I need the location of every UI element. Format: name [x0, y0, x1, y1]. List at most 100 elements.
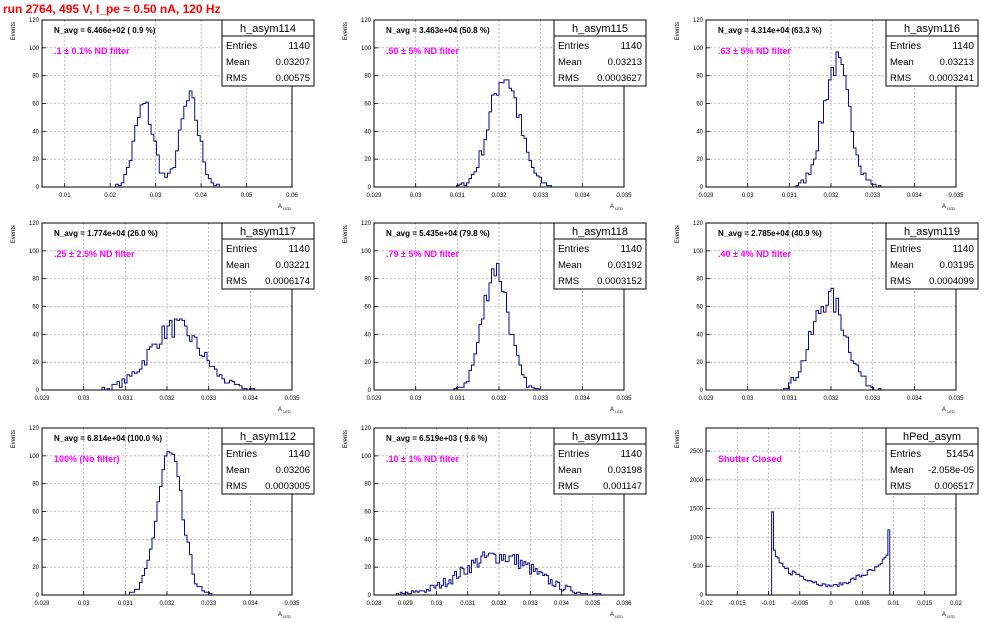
stats-key: Entries	[226, 244, 257, 255]
y-tick-label: 20	[32, 565, 39, 571]
filter-label: .79 ± 5% ND filter	[386, 249, 459, 259]
y-tick-label: 0	[368, 593, 372, 599]
stats-box	[221, 238, 315, 290]
x-tick-label: -0.015	[729, 601, 747, 607]
stats-value: 1140	[620, 244, 642, 255]
y-tick-label: 80	[696, 74, 703, 80]
filter-label: .1 ± 0.1% ND filter	[54, 46, 130, 56]
stats-key: RMS	[890, 73, 911, 84]
x-axis-label: A	[278, 204, 282, 210]
x-tick-label: 0.032	[491, 193, 507, 199]
stats-value: 1140	[952, 41, 974, 52]
x-tick-label: 0.035	[948, 396, 964, 402]
x-tick-label: 0.033	[201, 396, 217, 402]
stats-key: RMS	[226, 481, 247, 492]
stats-box	[553, 35, 647, 87]
x-tick-label: 0.04	[195, 193, 207, 199]
stats-key: Mean	[890, 465, 914, 476]
x-axis-label: A	[610, 204, 614, 210]
x-tick-label: 0	[829, 601, 833, 607]
x-tick-label: 0.03	[150, 193, 162, 199]
histogram-name: h_asym116	[904, 23, 960, 35]
y-tick-label: 0	[368, 185, 372, 191]
stats-key: RMS	[226, 73, 247, 84]
histogram-panel-h_asym116: 0.029 0.03 0.031 0.032 0.033 0.034 0.035 0 20 40 6…	[675, 18, 979, 211]
stats-value: 0.0004099	[929, 276, 974, 287]
histogram-name: h_asym115	[572, 23, 628, 35]
filter-label: .25 ± 2.5% ND filter	[54, 249, 135, 259]
stats-value: 0.03206	[276, 465, 310, 476]
y-axis-label: Events	[675, 22, 681, 40]
x-tick-label: 0.031	[118, 601, 134, 607]
x-tick-label: 0.02	[104, 193, 116, 199]
stats-key: Entries	[890, 244, 921, 255]
y-tick-label: 40	[32, 129, 39, 135]
y-tick-label: 60	[696, 305, 703, 311]
y-tick-label: 120	[361, 18, 372, 24]
stats-value: 0.001147	[603, 481, 642, 492]
histogram-panel-h_asym113: 0.028 0.029 0.03 0.031 0.032 0.033 0.034 0.035 0…	[343, 426, 647, 619]
stats-value: 0.0003152	[597, 276, 642, 287]
y-tick-label: 2500	[690, 449, 704, 455]
x-tick-label: 0.031	[782, 396, 798, 402]
x-tick-label: 0.033	[201, 601, 217, 607]
y-tick-label: 20	[696, 360, 703, 366]
filter-label: 100% (No filter)	[54, 454, 120, 464]
stats-key: Entries	[558, 41, 589, 52]
x-tick-label: 0.029	[34, 396, 50, 402]
histogram-panel-h_asym114: 0.01 0.02 0.03 0.04 0.05 0.06 0 20 40 60 80 100 120 E…	[11, 18, 315, 211]
stats-box	[885, 443, 979, 495]
y-axis-label: Events	[343, 225, 349, 243]
y-tick-label: 1000	[690, 535, 704, 541]
y-tick-label: 120	[693, 18, 704, 24]
y-tick-label: 60	[364, 102, 371, 108]
stats-box	[885, 238, 979, 290]
stats-value: 0.0006174	[265, 276, 310, 287]
y-tick-label: 100	[361, 454, 372, 460]
x-tick-label: 0.03	[431, 601, 443, 607]
x-tick-label: 0.033	[523, 601, 539, 607]
stats-key: RMS	[558, 481, 579, 492]
filter-label: .63 ± 5% ND filter	[718, 46, 791, 56]
navg-label: N_avg = 4.314e+04 (63.3 %)	[718, 26, 822, 35]
y-tick-label: 80	[696, 277, 703, 283]
x-axis-label-subscript: LED	[615, 614, 623, 619]
x-tick-label: 0.033	[533, 396, 549, 402]
histogram-series	[42, 318, 292, 391]
x-tick-label: 0.031	[460, 601, 476, 607]
y-tick-label: 100	[361, 46, 372, 52]
y-tick-label: 40	[32, 537, 39, 543]
navg-label: N_avg = 2.785e+04 (40.9 %)	[718, 229, 822, 238]
y-tick-label: 20	[696, 157, 703, 163]
y-tick-label: 20	[364, 360, 371, 366]
x-tick-label: 0.034	[575, 193, 591, 199]
y-tick-label: 100	[693, 46, 704, 52]
y-tick-label: 100	[361, 249, 372, 255]
histogram-name: h_asym113	[572, 431, 628, 443]
x-tick-label: 0.032	[823, 396, 839, 402]
y-tick-label: 60	[32, 305, 39, 311]
y-tick-label: 120	[693, 221, 704, 227]
y-axis-label: Events	[11, 225, 17, 243]
stats-value: 1140	[620, 41, 642, 52]
x-tick-label: 0.032	[491, 601, 507, 607]
histogram-series	[374, 551, 624, 596]
stats-key: Mean	[226, 465, 250, 476]
y-tick-label: 1500	[690, 507, 704, 513]
stats-box	[885, 35, 979, 87]
x-tick-label: 0.028	[366, 601, 382, 607]
x-tick-label: 0.005	[855, 601, 871, 607]
y-tick-label: 80	[32, 277, 39, 283]
x-tick-label: 0.032	[491, 396, 507, 402]
stats-key: Mean	[890, 57, 914, 68]
y-tick-label: 60	[696, 102, 703, 108]
y-tick-label: 80	[364, 74, 371, 80]
y-tick-label: 120	[361, 426, 372, 432]
x-tick-label: 0.031	[118, 396, 134, 402]
stats-key: Entries	[558, 244, 589, 255]
navg-label: N_avg = 3.463e+04 (50.8 %)	[386, 26, 490, 35]
x-tick-label: 0.03	[410, 193, 422, 199]
y-tick-label: 60	[364, 305, 371, 311]
y-tick-label: 80	[32, 74, 39, 80]
stats-value: 0.03213	[608, 57, 642, 68]
